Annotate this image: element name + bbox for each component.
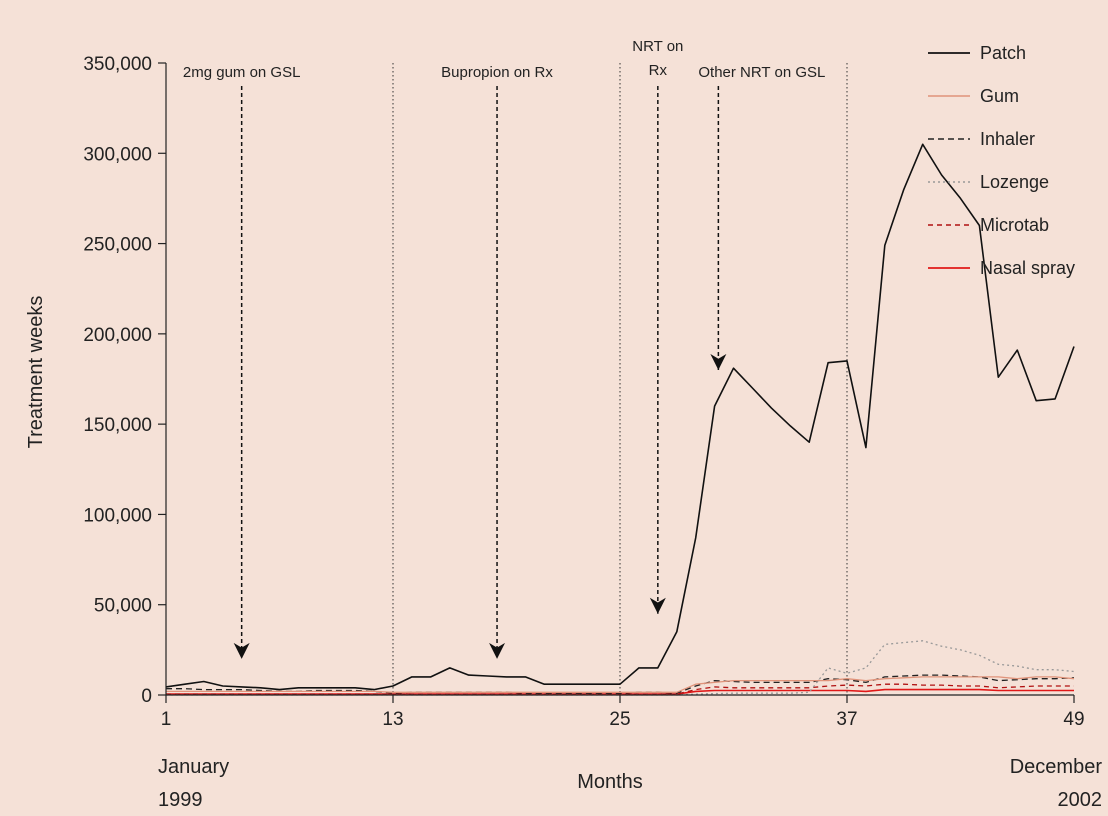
y-tick-label: 50,000 [94, 596, 152, 617]
x-tick-label: 13 [382, 709, 403, 730]
legend-label: Inhaler [980, 129, 1035, 149]
y-tick-label: 250,000 [83, 235, 152, 256]
x-tick-label: 49 [1063, 709, 1084, 730]
y-tick-label: 350,000 [83, 54, 152, 75]
legend-label: Patch [980, 43, 1026, 63]
x-tick-label: 37 [836, 709, 857, 730]
x-axis-label: Months [577, 771, 643, 793]
y-tick-label: 100,000 [83, 505, 152, 526]
series-line-microtab [166, 683, 1074, 695]
x-end-date-label: 2002 [1058, 789, 1103, 811]
y-tick-label: 300,000 [83, 144, 152, 165]
y-tick-label: 200,000 [83, 325, 152, 346]
series-line-inhaler [166, 674, 1075, 694]
annotation-label: Rx [649, 62, 668, 79]
legend-label: Gum [980, 86, 1019, 106]
annotation-label: Bupropion on Rx [441, 64, 553, 81]
x-end-date-label: December [1010, 756, 1103, 778]
x-start-date-label: January [158, 756, 229, 778]
series-line-patch [165, 143, 1075, 691]
annotation-label: 2mg gum on GSL [183, 64, 301, 81]
x-tick-label: 25 [609, 709, 630, 730]
legend-label: Nasal spray [980, 258, 1075, 278]
series-line-gum [166, 676, 1075, 693]
annotation-label: Other NRT on GSL [698, 64, 825, 81]
x-tick-label: 1 [161, 709, 172, 730]
y-tick-label: 0 [141, 686, 152, 707]
legend-label: Microtab [980, 215, 1049, 235]
x-start-date-label: 1999 [158, 789, 203, 811]
y-tick-label: 150,000 [83, 415, 152, 436]
y-axis-label: Treatment weeks [25, 296, 47, 449]
legend-label: Lozenge [980, 172, 1049, 192]
annotation-label: NRT on [632, 38, 683, 55]
